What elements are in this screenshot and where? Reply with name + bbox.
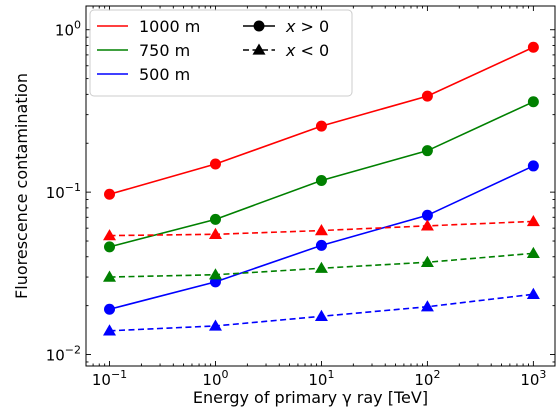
data-point [526, 214, 540, 227]
data-point [314, 224, 328, 236]
data-point [103, 270, 117, 282]
x-tick-label: 10−1 [92, 368, 127, 389]
tick-exponent: 0 [222, 368, 229, 381]
legend-marker [253, 20, 265, 32]
data-point [103, 324, 117, 336]
legend-entry: 750 m [97, 41, 190, 60]
legend-label: x > 0 [285, 17, 329, 36]
legend-marker [252, 43, 266, 55]
x-tick-label: 101 [308, 368, 334, 389]
y-axis-label: Fluorescence contamination [12, 73, 31, 299]
plot-frame [85, 5, 556, 367]
x-axis-label: Energy of primary γ ray [TeV] [193, 388, 428, 407]
tick-exponent: −2 [65, 344, 81, 357]
series-4 [103, 246, 540, 282]
plot-layer [103, 41, 540, 336]
data-point [421, 145, 433, 157]
tick-base: 10 [92, 371, 111, 389]
data-point [315, 120, 327, 132]
tick-exponent: −1 [111, 368, 127, 381]
legend-label-variable: x [285, 41, 296, 60]
y-tick-label: 10−1 [46, 181, 81, 202]
tick-base: 10 [520, 371, 539, 389]
data-point [315, 174, 327, 186]
data-point [527, 41, 539, 53]
legend-label: 500 m [139, 65, 190, 84]
series-3 [103, 214, 540, 241]
x-tick-label: 102 [414, 368, 440, 389]
tick-base: 10 [202, 371, 221, 389]
tick-exponent: 0 [74, 19, 81, 32]
tick-base: 10 [46, 347, 65, 365]
data-point [208, 268, 222, 280]
data-point [209, 158, 221, 170]
legend-label-relation: > 0 [295, 17, 329, 36]
legend-label-variable: x [285, 17, 296, 36]
legend-entry: x < 0 [243, 41, 329, 60]
tick-base: 10 [55, 22, 74, 40]
data-point [315, 239, 327, 251]
tick-exponent: 3 [539, 368, 546, 381]
tick-base: 10 [414, 371, 433, 389]
y-tick-label: 100 [55, 19, 81, 40]
legend-entry: 500 m [97, 65, 190, 84]
data-point [526, 287, 540, 299]
data-point [421, 209, 433, 221]
data-point [209, 213, 221, 225]
legend-label-relation: < 0 [295, 41, 329, 60]
legend-entry: 1000 m [97, 17, 200, 36]
data-point [103, 229, 117, 241]
legend-label: x < 0 [285, 41, 329, 60]
data-point [208, 227, 222, 239]
data-point [420, 255, 434, 267]
legend-label: 750 m [139, 41, 190, 60]
data-point [314, 261, 328, 273]
legend-frame [89, 9, 353, 97]
x-tick-label: 103 [520, 368, 546, 389]
data-point [104, 241, 116, 253]
tick-exponent: 1 [327, 368, 334, 381]
tick-base: 10 [308, 371, 327, 389]
tick-exponent: 2 [433, 368, 440, 381]
data-point [420, 300, 434, 312]
series-1 [104, 96, 539, 253]
data-point [421, 90, 433, 102]
series-0 [104, 41, 539, 200]
legend-entry: x > 0 [243, 17, 329, 36]
tick-exponent: −1 [65, 181, 81, 194]
data-point [314, 309, 328, 321]
data-point [208, 319, 222, 331]
x-tick-label: 100 [202, 368, 228, 389]
data-point [420, 219, 434, 231]
data-point [104, 303, 116, 315]
legend-label: 1000 m [139, 17, 200, 36]
series-5 [103, 287, 540, 336]
y-tick-label: 10−2 [46, 344, 81, 365]
data-point [104, 188, 116, 200]
data-point [526, 246, 540, 258]
series-line [109, 165, 534, 311]
data-point [527, 160, 539, 172]
data-point [527, 96, 539, 108]
tick-base: 10 [46, 184, 65, 202]
